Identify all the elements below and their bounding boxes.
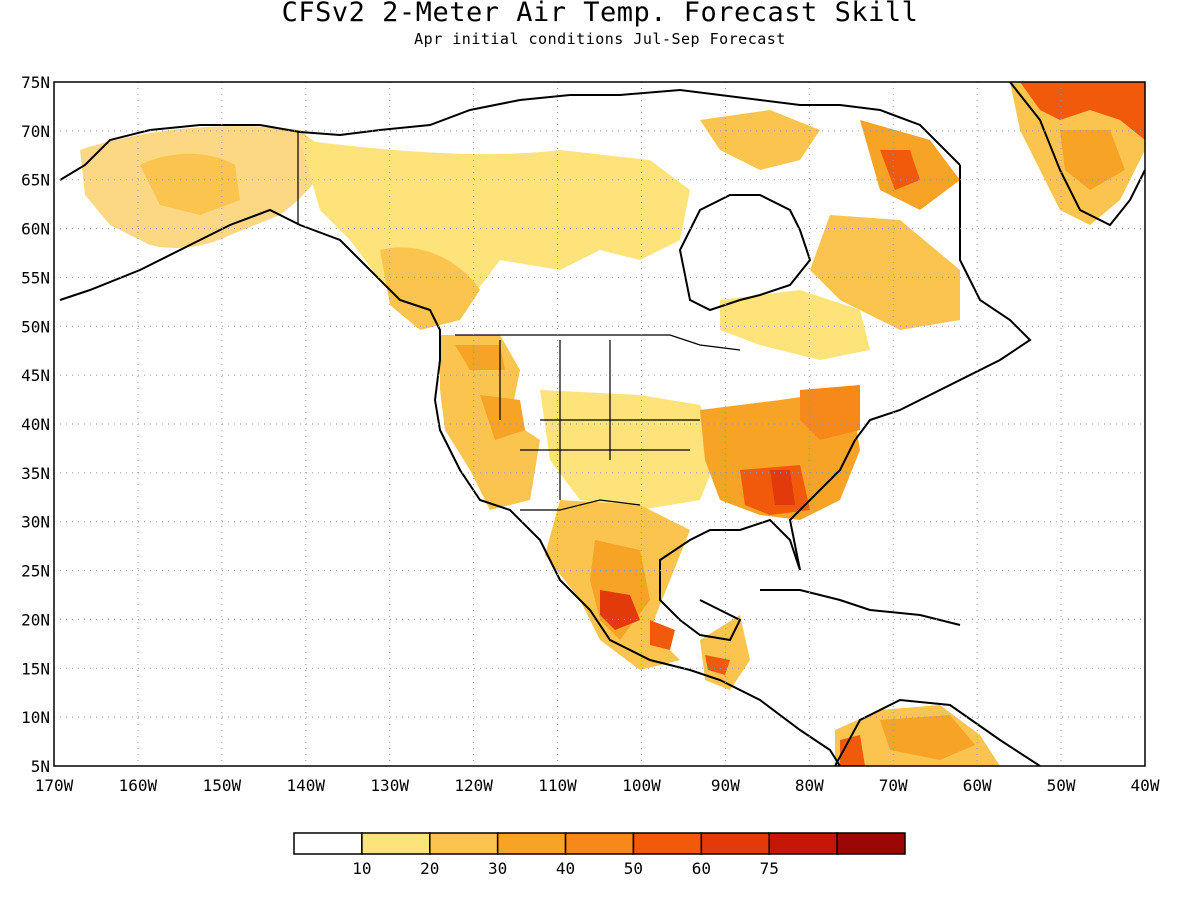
- lat-label: 50N: [21, 317, 50, 336]
- lat-label: 20N: [21, 610, 50, 629]
- colorbar-label: 10: [352, 859, 371, 878]
- lon-label: 110W: [538, 776, 577, 795]
- lat-label: 35N: [21, 464, 50, 483]
- lat-label: 70N: [21, 122, 50, 141]
- lat-label: 65N: [21, 171, 50, 190]
- lat-label: 45N: [21, 366, 50, 385]
- colorbar-segment: [632, 832, 703, 855]
- colorbar-segment: [496, 832, 567, 855]
- lon-label: 160W: [119, 776, 158, 795]
- lat-label: 60N: [21, 220, 50, 239]
- colorbar-label: 50: [624, 859, 643, 878]
- colorbar-segment: [768, 832, 838, 855]
- lat-label: 75N: [21, 73, 50, 92]
- lon-label: 70W: [879, 776, 908, 795]
- colorbar-label: 75: [760, 859, 779, 878]
- colorbar-segment: [700, 832, 770, 855]
- lon-label: 40W: [1131, 776, 1160, 795]
- lat-label: 10N: [21, 708, 50, 727]
- lat-label: 55N: [21, 268, 50, 287]
- lon-label: 170W: [35, 776, 74, 795]
- colorbar-segment: [361, 832, 431, 855]
- lat-label: 25N: [21, 562, 50, 581]
- political-borders: [297, 132, 741, 511]
- lat-label: 40N: [21, 415, 50, 434]
- gridlines: [54, 82, 1145, 766]
- colorbar-label: 30: [488, 859, 507, 878]
- lon-label: 100W: [622, 776, 661, 795]
- lon-label: 80W: [795, 776, 824, 795]
- skill-shading: [80, 82, 1145, 766]
- map-subtitle: Apr initial conditions Jul-Sep Forecast: [414, 30, 786, 48]
- lon-label: 120W: [454, 776, 493, 795]
- lon-label: 90W: [711, 776, 740, 795]
- lon-label: 60W: [963, 776, 992, 795]
- lon-label: 150W: [203, 776, 242, 795]
- colorbar-label: 60: [692, 859, 711, 878]
- lon-label: 50W: [1047, 776, 1076, 795]
- colorbar-segment: [836, 832, 906, 855]
- lat-label: 5N: [31, 757, 50, 776]
- colorbar-segment: [429, 832, 499, 855]
- map-title: CFSv2 2-Meter Air Temp. Forecast Skill: [281, 0, 919, 28]
- coastlines: [59, 82, 1145, 766]
- colorbar-label: 20: [420, 859, 439, 878]
- longitude-labels: 170W 160W 150W 140W 130W 120W 110W 100W 90W 80W 70…: [35, 776, 1160, 795]
- colorbar: 10 20 30 40 50 60 75: [293, 832, 906, 878]
- map-frame: [53, 81, 1146, 767]
- colorbar-label: 40: [556, 859, 575, 878]
- colorbar-segment: [293, 832, 363, 855]
- lat-label: 30N: [21, 513, 50, 532]
- lon-label: 130W: [370, 776, 409, 795]
- latitude-labels: 75N 70N 65N 60N 55N 50N 45N 40N 35N 30N 25N 20N 15N 1…: [21, 73, 50, 776]
- lon-label: 140W: [287, 776, 326, 795]
- lat-label: 15N: [21, 659, 50, 678]
- colorbar-segment: [564, 832, 635, 855]
